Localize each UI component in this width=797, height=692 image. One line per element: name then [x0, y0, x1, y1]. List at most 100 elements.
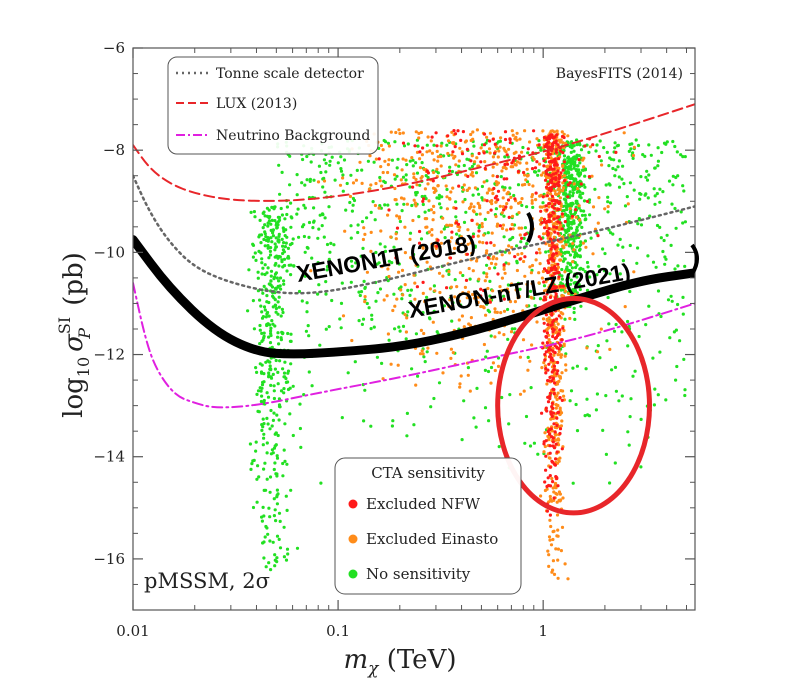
scatter-point [554, 225, 559, 230]
scatter-point [662, 238, 666, 243]
scatter-point [540, 205, 544, 209]
scatter-point [513, 300, 518, 304]
scatter-point [471, 232, 476, 236]
scatter-point [510, 129, 514, 133]
scatter-point [278, 359, 282, 363]
scatter-point [591, 270, 595, 274]
scatter-point [621, 245, 625, 249]
scatter-point [639, 175, 643, 179]
scatter-point [370, 313, 374, 317]
scatter-point [585, 397, 589, 401]
scatter-point [414, 263, 418, 267]
scatter-point [656, 146, 660, 150]
scatter-point [556, 528, 560, 532]
scatter-point [556, 169, 560, 173]
scatter-point [557, 138, 561, 142]
scatter-point [548, 465, 553, 469]
scatter-point [366, 159, 370, 163]
scatter-point [322, 235, 326, 239]
scatter-point [445, 187, 449, 192]
scatter-point [421, 146, 425, 150]
scatter-point [408, 237, 412, 241]
scatter-point [255, 500, 259, 504]
scatter-point [485, 302, 489, 306]
scatter-point [525, 167, 529, 171]
scatter-point [561, 284, 565, 288]
scatter-point [628, 181, 633, 185]
highlight-ellipse [495, 295, 653, 516]
scatter-point [432, 204, 436, 208]
scatter-point [415, 285, 419, 289]
scatter-point [417, 215, 421, 219]
scatter-point [499, 136, 503, 140]
scatter-point [289, 488, 293, 492]
scatter-point [551, 334, 555, 339]
scatter-point [286, 254, 290, 259]
scatter-point [493, 310, 497, 314]
scatter-point [441, 274, 445, 278]
scatter-point [552, 211, 556, 215]
scatter-point [402, 144, 407, 148]
scatter-point [398, 329, 402, 333]
scatter-point [420, 194, 424, 199]
scatter-point [683, 155, 687, 159]
scatter-point [577, 223, 581, 227]
scatter-point [544, 454, 548, 458]
scatter-point [389, 130, 393, 134]
scatter-point [591, 252, 595, 256]
scatter-point [469, 316, 473, 320]
scatter-point [482, 233, 486, 237]
scatter-point [421, 202, 425, 207]
scatter-point [373, 218, 377, 222]
scatter-point [505, 287, 510, 291]
scatter-point [479, 294, 483, 298]
scatter-point [448, 169, 452, 173]
scatter-point [408, 231, 413, 235]
scatter-point [563, 220, 567, 224]
scatter-point [551, 258, 555, 262]
scatter-point [432, 143, 436, 147]
scatter-point [546, 270, 550, 275]
scatter-point [487, 147, 492, 151]
scatter-point [613, 146, 617, 150]
scatter-point [324, 327, 328, 331]
scatter-point [266, 532, 270, 536]
scatter-point [281, 244, 285, 248]
scatter-point [323, 216, 327, 220]
scatter-point [507, 215, 511, 219]
scatter-point [580, 213, 585, 217]
scatter-point [578, 172, 583, 176]
scatter-point [450, 130, 454, 134]
scatter-point [345, 181, 349, 186]
scatter-point [568, 262, 572, 266]
scatter-point [253, 215, 257, 219]
scatter-point [570, 173, 574, 177]
scatter-point [603, 252, 607, 256]
scatter-point [546, 191, 550, 195]
scatter-point [439, 241, 443, 245]
scatter-point [427, 199, 431, 203]
scatter-point [550, 379, 554, 383]
scatter-point [318, 343, 322, 347]
scatter-point [473, 244, 477, 248]
scatter-point [481, 305, 485, 309]
scatter-point [655, 192, 659, 196]
scatter-point [590, 174, 594, 178]
scatter-point [441, 371, 445, 375]
scatter-point [683, 393, 687, 398]
scatter-point [380, 265, 384, 269]
scatter-point [561, 312, 565, 316]
scatter-point [568, 144, 572, 148]
scatter-point [277, 218, 282, 222]
scatter-point [420, 161, 424, 165]
scatter-point [575, 190, 579, 194]
scatter-point [275, 472, 279, 476]
scatter-point [372, 160, 376, 164]
scatter-point [462, 220, 467, 224]
scatter-point [656, 289, 661, 293]
scatter-point [419, 130, 423, 135]
scatter-point [627, 443, 631, 447]
scatter-point [556, 391, 560, 395]
scatter-point [478, 240, 482, 244]
scatter-point [460, 314, 464, 318]
